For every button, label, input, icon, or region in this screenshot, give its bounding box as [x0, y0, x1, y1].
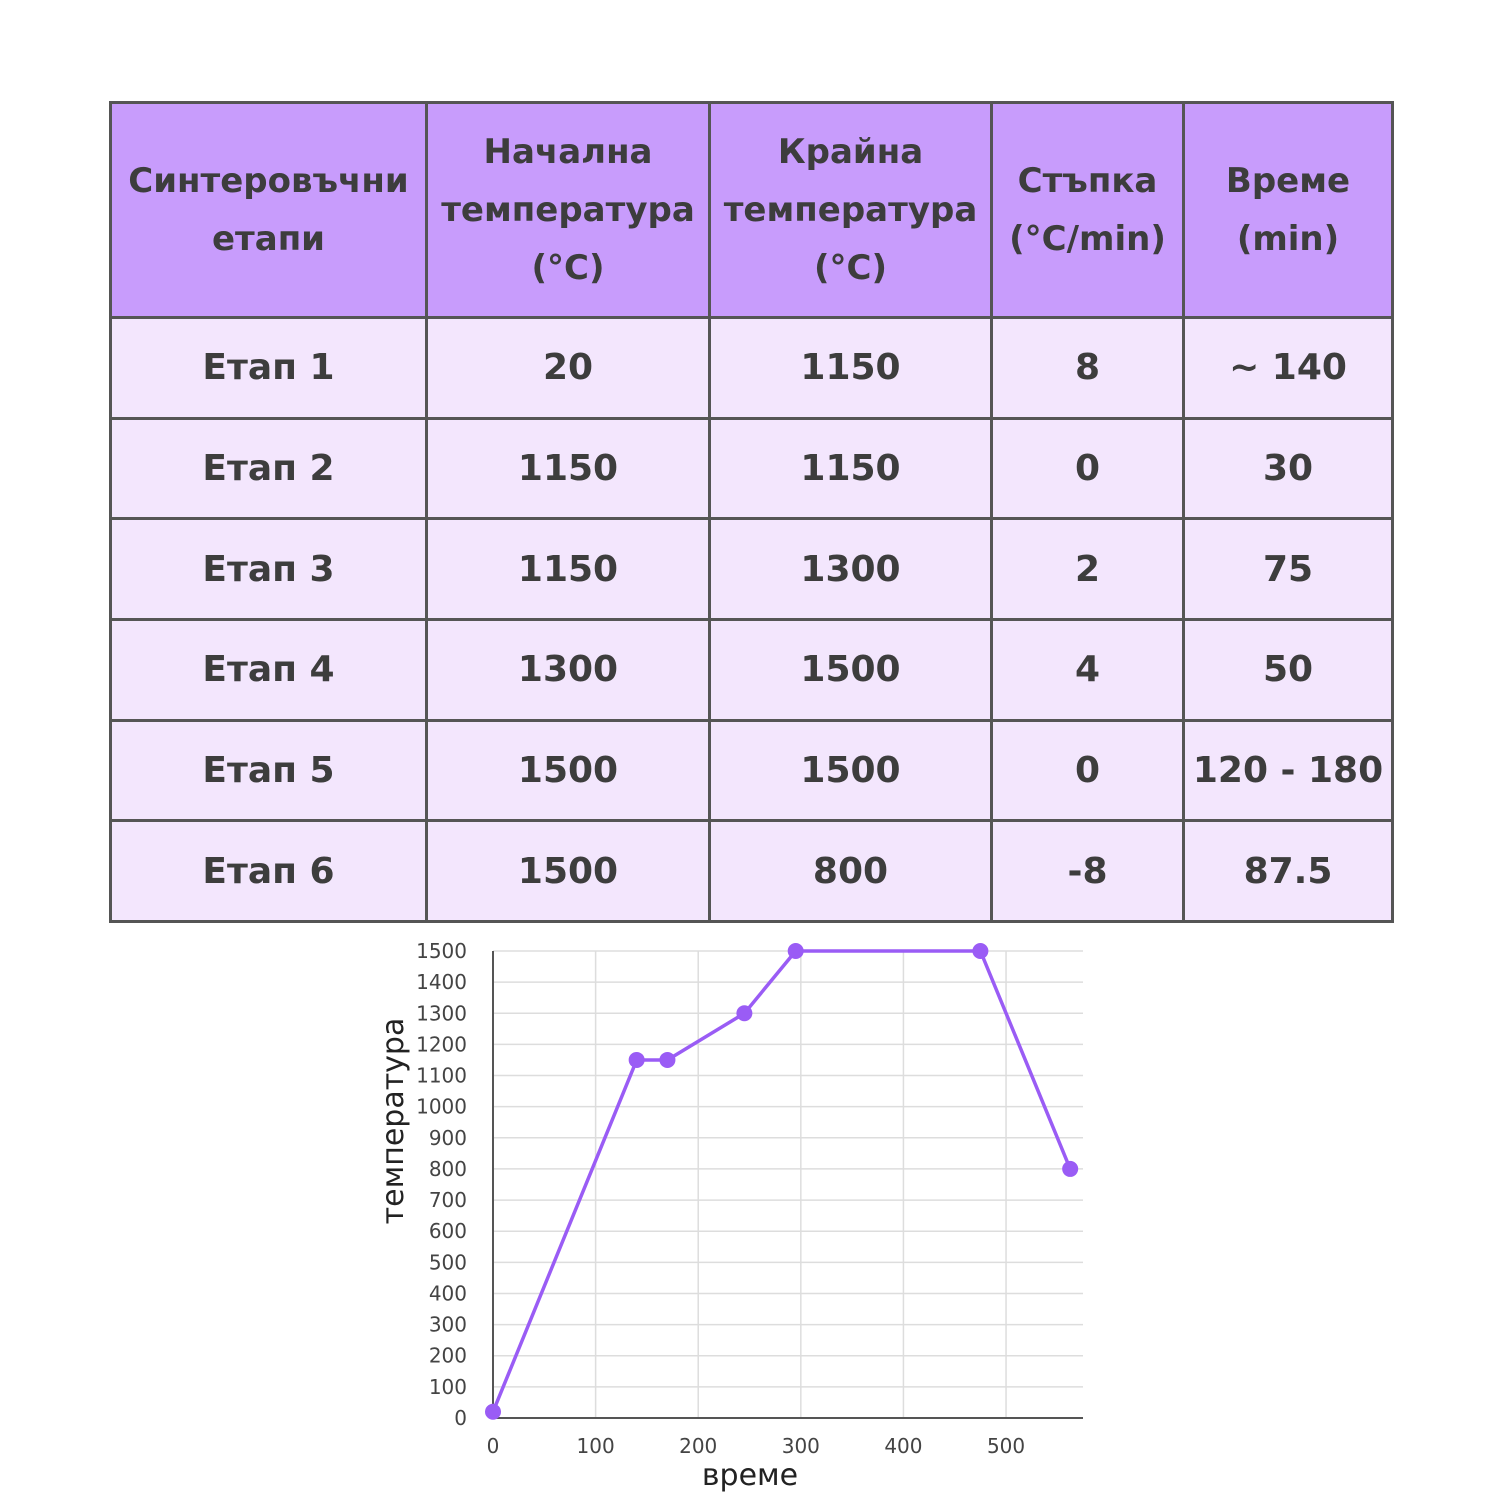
y-tick-label: 200	[429, 1344, 467, 1368]
chart-axes	[492, 951, 1083, 1419]
x-axis-title: време	[702, 1458, 798, 1493]
table-cell: Етап 6	[109, 819, 428, 923]
x-tick-label: 200	[679, 1434, 717, 1458]
y-tick-label: 1500	[416, 939, 467, 963]
header-stages: Синтеровъчни етапи	[109, 101, 428, 319]
table-cell: Етап 5	[109, 718, 428, 823]
x-tick-label: 100	[577, 1434, 615, 1458]
y-tick-label: 600	[429, 1219, 467, 1243]
table-row: Етап 5 1500 1500 0 120 - 180	[109, 718, 1394, 823]
data-point	[972, 943, 989, 959]
data-point	[659, 1051, 676, 1068]
table-cell: 87.5	[1182, 819, 1394, 923]
table-cell: 1500	[708, 617, 993, 722]
x-tick-label: 0	[487, 1434, 500, 1458]
table-cell: 8	[990, 316, 1185, 420]
header-time: Време (min)	[1182, 101, 1394, 319]
header-line: етапи	[211, 219, 326, 259]
table-cell: Етап 3	[109, 517, 428, 621]
table-cell: Етап 2	[109, 416, 428, 521]
table-cell: 1500	[708, 718, 993, 823]
table-cell: 1500	[425, 819, 711, 923]
y-tick-label: 300	[429, 1313, 467, 1337]
table-cell: -8	[990, 819, 1185, 923]
header-line: Синтеровъчни	[128, 161, 409, 201]
header-line: температура	[441, 190, 695, 230]
y-tick-label: 700	[429, 1188, 467, 1212]
table-cell: 800	[708, 819, 993, 923]
data-point	[1062, 1160, 1079, 1177]
table-cell: 1500	[425, 718, 711, 823]
header-step-rate: Стъпка (°C/min)	[990, 101, 1185, 319]
y-tick-label: 1200	[416, 1032, 467, 1056]
y-tick-label: 1400	[416, 970, 467, 994]
x-tick-label: 400	[884, 1434, 922, 1458]
table-cell: 20	[425, 316, 711, 420]
table-cell: 1300	[425, 617, 711, 722]
data-point	[736, 1005, 753, 1022]
header-line: Стъпка	[1017, 161, 1158, 201]
chart-tick-labels: 0100200300400500600700800900100011001200…	[416, 939, 1025, 1458]
header-line: Крайна	[777, 132, 924, 172]
y-axis-title: температура	[376, 1018, 411, 1225]
header-line: (°C)	[531, 248, 605, 288]
y-tick-label: 400	[429, 1281, 467, 1305]
table-row: Етап 6 1500 800 -8 87.5	[109, 819, 1394, 923]
table-cell: 30	[1182, 416, 1394, 521]
y-tick-label: 900	[429, 1126, 467, 1150]
table-header-row: Синтеровъчни етапи Начална температура (…	[109, 101, 1394, 319]
y-tick-label: 800	[429, 1157, 467, 1181]
y-tick-label: 100	[429, 1375, 467, 1399]
data-point	[628, 1051, 645, 1068]
table-cell: Етап 1	[109, 316, 428, 420]
header-start-temperature: Начална температура (°C)	[425, 101, 711, 319]
header-line: Време	[1225, 161, 1351, 201]
data-point	[485, 1403, 501, 1420]
table-row: Етап 4 1300 1500 4 50	[109, 617, 1394, 722]
table-cell: 1150	[708, 416, 993, 521]
table-cell: 1150	[425, 517, 711, 621]
sintering-stages-table: Синтеровъчни етапи Начална температура (…	[109, 101, 1394, 923]
x-tick-label: 300	[782, 1434, 820, 1458]
table-cell: ~ 140	[1182, 316, 1394, 420]
temperature-time-chart: 0100200300400500600700800900100011001200…	[376, 939, 1083, 1493]
table-cell: 50	[1182, 617, 1394, 722]
table-cell: 1300	[708, 517, 993, 621]
x-tick-label: 500	[987, 1434, 1025, 1458]
table-cell: 2	[990, 517, 1185, 621]
table-cell: 1150	[425, 416, 711, 521]
y-tick-label: 1000	[416, 1095, 467, 1119]
header-end-temperature: Крайна температура (°C)	[708, 101, 993, 319]
data-point	[787, 943, 804, 959]
table-row: Етап 1 20 1150 8 ~ 140	[109, 316, 1394, 420]
series-line	[491, 949, 1072, 1413]
table-cell: 0	[990, 718, 1185, 823]
y-tick-label: 500	[429, 1250, 467, 1274]
table-cell: 0	[990, 416, 1185, 521]
table-cell: 1150	[708, 316, 993, 420]
header-line: (min)	[1236, 219, 1340, 259]
table-row: Етап 3 1150 1300 2 75	[109, 517, 1394, 621]
header-line: температура	[723, 190, 978, 230]
y-tick-label: 1100	[416, 1064, 467, 1088]
table-cell: Етап 4	[109, 617, 428, 722]
y-tick-label: 1300	[416, 1001, 467, 1025]
table-cell: 75	[1182, 517, 1394, 621]
header-line: (°C/min)	[1009, 219, 1166, 259]
table-cell: 4	[990, 617, 1185, 722]
chart-gridlines	[493, 950, 1083, 1418]
chart-series	[485, 943, 1079, 1420]
y-tick-label: 0	[454, 1406, 467, 1430]
table-row: Етап 2 1150 1150 0 30	[109, 416, 1394, 521]
header-line: Начална	[483, 132, 653, 172]
header-line: (°C)	[813, 248, 888, 288]
table-cell: 120 - 180	[1182, 718, 1394, 823]
